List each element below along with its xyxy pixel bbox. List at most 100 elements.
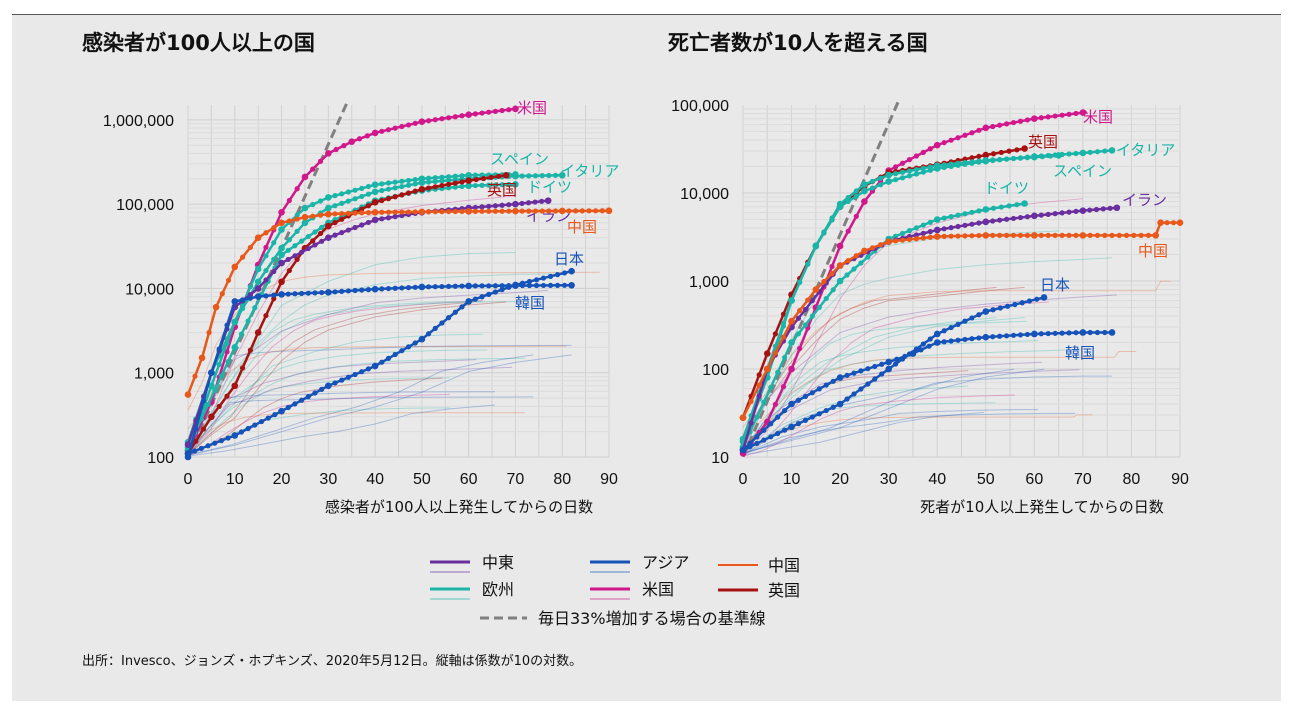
chart-left-series-usa: 米国: [184, 99, 547, 454]
chart-right-data-point: [913, 232, 920, 238]
chart-right-data-point: [885, 171, 892, 179]
chart-left-data-point: [379, 286, 385, 292]
chart-left-data-point: [352, 210, 358, 216]
chart-right-title: 死亡者数が10人を超える国: [668, 31, 928, 55]
chart-left-data-point: [526, 278, 533, 285]
chart-left-data-point: [506, 181, 512, 188]
chart-right-data-point: [805, 297, 811, 303]
chart-right-data-point: [1152, 232, 1160, 239]
chart-left-data-point: [492, 208, 498, 214]
chart-left-x-tick: 0: [184, 471, 193, 488]
chart-right-data-point: [990, 218, 996, 224]
chart-right-data-point: [1066, 330, 1072, 336]
chart-right-data-point: [899, 160, 906, 166]
chart-left-data-point: [310, 213, 316, 219]
chart-left-data-point: [365, 183, 372, 190]
chart-left-data-point: [418, 208, 426, 216]
chart-right-data-point: [877, 242, 884, 248]
chart-left-data-point: [278, 291, 285, 298]
chart-left-data-point: [533, 282, 540, 289]
chart-left-data-point: [286, 197, 292, 204]
chart-right-data-point: [948, 137, 954, 143]
chart-right-data-point: [1010, 215, 1017, 222]
chart-left-data-point: [352, 287, 358, 294]
chart-left-data-point: [371, 285, 379, 293]
chart-left-data-point: [292, 253, 298, 259]
chart-left-data-point: [405, 182, 412, 188]
chart-left-data-point: [459, 304, 465, 310]
chart-left-data-point: [392, 185, 398, 191]
chart-right-data-point: [1045, 211, 1051, 217]
chart-left-data-point: [247, 284, 253, 290]
chart-right-data-point: [1045, 114, 1051, 120]
chart-left-data-point: [224, 322, 230, 328]
chart-right-data-point: [1019, 300, 1025, 306]
chart-right-data-point: [969, 233, 975, 239]
chart-right-data-point: [1079, 207, 1087, 214]
chart-left-data-point: [271, 292, 277, 298]
chart-left-background-curve: [187, 377, 450, 456]
chart-left-x-tick: 90: [600, 471, 618, 488]
chart-left-data-point: [452, 173, 458, 179]
chart-left-data-point: [254, 278, 262, 286]
chart-right-x-tick: 40: [928, 471, 946, 488]
chart-right-data-point: [969, 336, 975, 342]
chart-right-data-point: [1107, 205, 1113, 211]
chart-left-data-point: [412, 188, 418, 194]
chart-right-data-point: [1059, 232, 1065, 238]
chart-left-data-point: [219, 291, 225, 297]
chart-left-data-point: [356, 136, 363, 142]
chart-right-data-point: [1093, 206, 1100, 213]
chart-right-data-point: [1059, 112, 1065, 118]
chart-right-data-point: [748, 398, 754, 405]
chart-left-data-point: [258, 418, 265, 425]
chart-right-data-point: [1047, 153, 1054, 159]
chart-right-plot: 0 10 20 30 40 50 60 70 80 90 10 100 1,000 10,000 100,0…: [671, 98, 1189, 488]
chart-left-data-point: [245, 425, 251, 432]
chart-left-data-point: [212, 387, 218, 393]
chart-left-data-point: [499, 208, 505, 214]
chart-right-data-point: [893, 233, 899, 239]
chart-left-data-point: [418, 118, 426, 126]
chart-right-data-point: [982, 206, 990, 213]
chart-left-data-point: [499, 283, 505, 289]
chart-left-data-point: [526, 208, 532, 214]
chart-right-data-point: [1014, 147, 1020, 153]
chart-left-data-point: [254, 234, 262, 241]
chart-right-data-point: [802, 306, 809, 313]
chart-left-data-point: [345, 210, 351, 216]
chart-right-background-curve: [742, 294, 1117, 453]
chart-left-data-point: [533, 277, 540, 283]
chart-right-data-point: [879, 361, 885, 367]
chart-left-data-point: [294, 186, 300, 192]
chart-right-data-point: [865, 381, 871, 387]
chart-right-data-point: [955, 160, 961, 166]
chart-right-data-point: [941, 215, 947, 221]
chart-left-y-tick: 1,000: [134, 366, 174, 383]
chart-left-data-point: [486, 208, 492, 214]
chart-right-data-point: [976, 312, 982, 318]
chart-right-data-point: [1014, 202, 1020, 208]
chart-left-data-point: [452, 208, 458, 215]
chart-left-data-point: [405, 285, 412, 291]
chart-left-data-point: [339, 216, 345, 222]
chart-left-background-curve: [187, 354, 534, 456]
chart-left-data-point: [465, 298, 472, 305]
chart-right-data-point: [1102, 148, 1108, 154]
chart-left-background-curve: [187, 357, 525, 453]
chart-right-background-curve: [742, 409, 1039, 455]
chart-left-data-point: [418, 283, 426, 291]
chart-right-data-point: [853, 213, 859, 219]
chart-left-background-curves: [187, 195, 600, 458]
chart-left-data-point: [552, 208, 559, 214]
chart-right-data-point: [1073, 330, 1079, 336]
chart-left-data-point: [547, 273, 554, 279]
chart-left-x-tick: 60: [460, 471, 478, 488]
chart-right-data-point: [1010, 332, 1017, 338]
chart-right-y-tick: 10,000: [680, 186, 729, 203]
legend-item-china: 中国: [718, 556, 800, 575]
chart-right-data-point: [962, 159, 968, 166]
chart-right-data-point: [845, 258, 851, 264]
chart-right-series-label: 中国: [1138, 242, 1168, 260]
chart-left-y-tick: 100,000: [116, 197, 174, 214]
